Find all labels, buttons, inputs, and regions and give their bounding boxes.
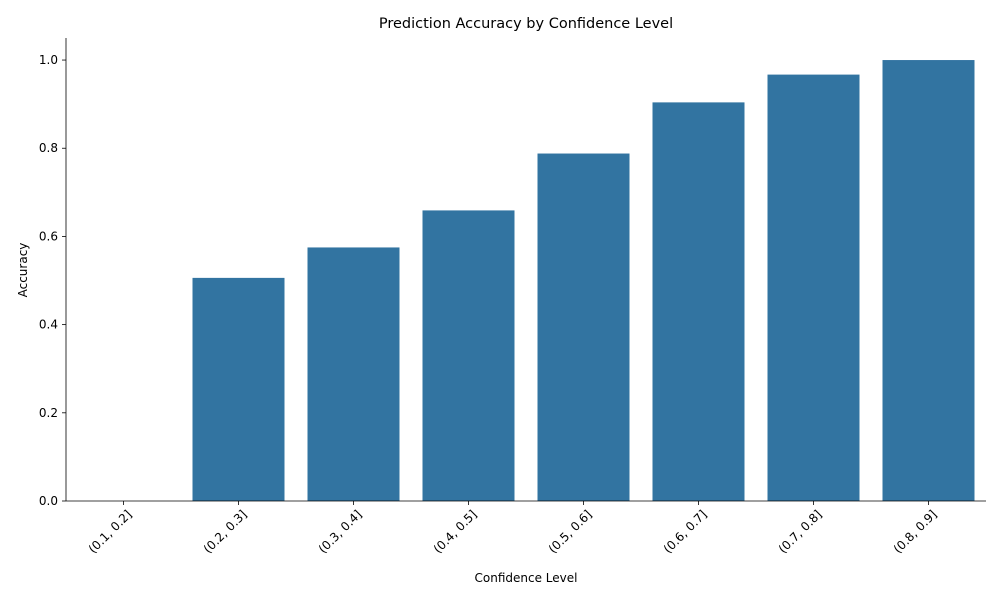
bar-5 [652, 102, 745, 501]
x-tick-label: (0.1, 0.2] [86, 507, 135, 556]
y-tick-label: 0.6 [39, 229, 58, 243]
bars-layer [192, 60, 975, 502]
x-tick-label: (0.4, 0.5] [431, 507, 480, 556]
x-tick-label: (0.8, 0.9] [891, 507, 940, 556]
y-axis-title: Accuracy [16, 243, 30, 298]
y-tick-label: 0.8 [39, 141, 58, 155]
bar-1 [192, 277, 285, 501]
y-tick-label: 1.0 [39, 53, 58, 67]
x-tick-label: (0.6, 0.7] [661, 507, 710, 556]
y-tick-label: 0.2 [39, 406, 58, 420]
bar-2 [307, 247, 400, 501]
y-tick-label: 0.4 [39, 318, 58, 332]
x-tick-label: (0.5, 0.6] [546, 507, 595, 556]
bar-4 [537, 153, 630, 501]
x-tick-label: (0.2, 0.3] [201, 507, 250, 556]
bar-6 [767, 74, 860, 501]
y-tick-label: 0.0 [39, 494, 58, 508]
y-axis: 0.0 0.2 0.4 0.6 0.8 1.0 [39, 53, 66, 508]
x-tick-label: (0.3, 0.4] [316, 507, 365, 556]
chart-title: Prediction Accuracy by Confidence Level [379, 16, 673, 32]
x-axis-title: Confidence Level [475, 571, 578, 585]
x-tick-label: (0.7, 0.8] [776, 507, 825, 556]
bar-7 [882, 60, 975, 502]
x-axis: (0.1, 0.2] (0.2, 0.3] (0.3, 0.4] (0.4, 0.5]… [86, 501, 940, 556]
bar-3 [422, 210, 515, 501]
